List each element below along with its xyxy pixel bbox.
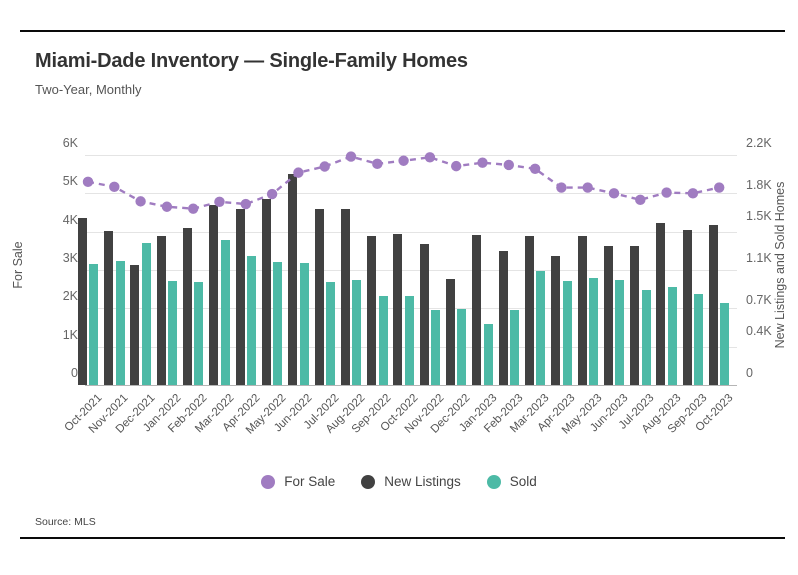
- bar-new-listings: [577, 236, 587, 385]
- gridline: [85, 193, 737, 195]
- left-axis-title: For Sale: [11, 241, 25, 289]
- bar-sold: [694, 293, 704, 385]
- bar-sold: [247, 255, 256, 385]
- bar-new-listings: [77, 218, 87, 385]
- legend-label: New Listings: [384, 474, 461, 489]
- left-axis-tick-label: 0: [71, 366, 78, 380]
- bar-new-listings: [630, 246, 640, 385]
- legend: For Sale New Listings Sold: [0, 474, 798, 489]
- bar-new-listings: [130, 264, 140, 385]
- bar-sold: [510, 309, 519, 385]
- bar-sold: [273, 262, 283, 385]
- bar-sold: [641, 289, 651, 385]
- bar-new-listings: [419, 244, 429, 385]
- plot-area: [77, 145, 737, 386]
- bar-new-listings: [656, 223, 666, 385]
- source-note: Source: MLS: [35, 516, 96, 528]
- bar-new-listings: [682, 230, 692, 385]
- left-axis-tick-label: 3K: [62, 251, 78, 265]
- left-axis-tick-label: 2K: [62, 289, 78, 304]
- bottom-rule: [20, 537, 785, 539]
- bar-new-listings: [393, 234, 403, 385]
- bar-new-listings: [472, 234, 482, 385]
- bar-new-listings: [603, 245, 613, 385]
- bar-sold: [667, 286, 677, 385]
- bar-sold: [299, 262, 309, 385]
- bar-new-listings: [104, 230, 114, 385]
- chart-subtitle: Two-Year, Monthly: [35, 82, 142, 97]
- bar-new-listings: [209, 204, 219, 385]
- legend-label: Sold: [509, 474, 537, 489]
- bar-new-listings: [524, 235, 534, 385]
- chart-title: Miami-Dade Inventory — Single-Family Hom…: [35, 50, 468, 72]
- right-axis-tick-label: 0.7K: [746, 292, 772, 307]
- bar-sold: [115, 261, 125, 385]
- x-axis-line: [85, 385, 737, 386]
- bar-sold: [220, 240, 230, 385]
- gridline: [85, 270, 737, 271]
- bar-sold: [404, 296, 414, 385]
- bar-new-listings: [156, 235, 166, 385]
- right-axis-tick-label: 0.4K: [746, 324, 772, 339]
- bar-new-listings: [314, 208, 324, 385]
- left-axis-tick-label: 5K: [62, 174, 78, 189]
- legend-label: For Sale: [284, 474, 336, 489]
- bar-sold: [325, 282, 335, 385]
- bar-sold: [431, 309, 441, 385]
- left-axis-tick-label: 1K: [62, 327, 78, 342]
- bar-sold: [352, 279, 362, 385]
- bar-new-listings: [340, 208, 350, 385]
- bar-sold: [720, 303, 730, 385]
- bar-sold: [378, 296, 388, 385]
- right-axis-tick-label: 1.1K: [746, 251, 772, 265]
- bar-sold: [89, 264, 99, 385]
- top-rule: [20, 30, 785, 32]
- right-axis-tick-label: 0: [746, 366, 753, 380]
- bar-new-listings: [235, 208, 245, 385]
- bar-new-listings: [261, 198, 271, 385]
- legend-item-sold: Sold: [486, 474, 537, 489]
- gridline: [85, 231, 737, 233]
- left-axis-tick-label: 6K: [62, 136, 78, 150]
- bar-sold: [194, 282, 204, 385]
- legend-item-new-listings: New Listings: [361, 474, 461, 489]
- bar-new-listings: [183, 228, 192, 385]
- right-axis-tick-label: 1.8K: [746, 177, 772, 192]
- legend-dot: [361, 474, 376, 489]
- left-axis-tick-label: 4K: [62, 212, 78, 227]
- bar-new-listings: [367, 236, 377, 385]
- bar-sold: [615, 279, 625, 385]
- right-axis-tick-label: 2.2K: [746, 136, 772, 150]
- bar-sold: [483, 324, 493, 385]
- bar-sold: [141, 242, 151, 385]
- bar-new-listings: [709, 224, 718, 385]
- legend-item-for-sale: For Sale: [261, 474, 335, 489]
- bar-sold: [588, 277, 598, 385]
- bar-sold: [168, 280, 178, 385]
- bar-new-listings: [288, 174, 298, 385]
- legend-dot: [486, 474, 501, 489]
- legend-dot: [261, 474, 276, 489]
- bar-sold: [457, 309, 467, 385]
- bar-sold: [562, 280, 572, 385]
- bar-new-listings: [446, 278, 455, 385]
- bar-new-listings: [551, 255, 561, 385]
- gridline: [85, 155, 737, 156]
- right-axis-tick-label: 1.5K: [746, 209, 772, 224]
- bar-new-listings: [498, 250, 508, 385]
- bar-sold: [536, 271, 546, 385]
